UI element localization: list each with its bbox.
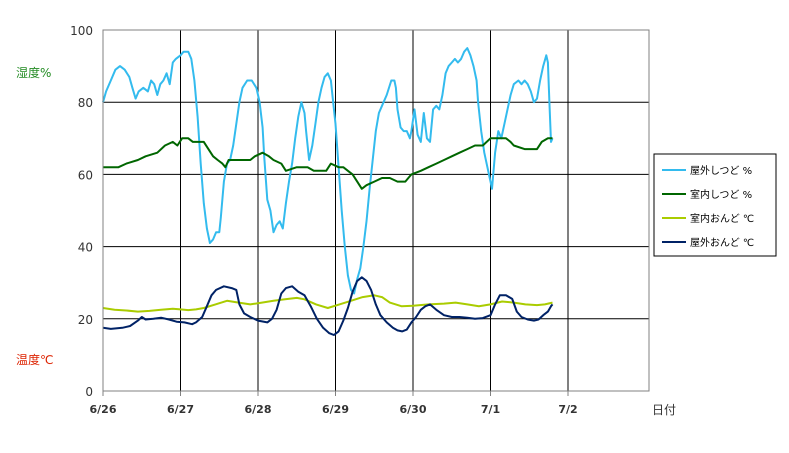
series-line-1 [102,47,554,295]
series-lines [102,47,554,336]
x-axis-label: 日付 [652,403,676,417]
plot-border [102,29,650,392]
y-tick-label: 80 [78,96,93,110]
x-tick-label: 7/1 [481,403,500,416]
x-tick-label: 6/29 [322,403,349,416]
temperature-axis-label: 温度℃ [16,352,53,367]
series-line-4 [102,276,554,336]
y-tick-label: 40 [78,241,93,255]
legend-entry: 屋外おんど ℃ [690,237,754,249]
series-line-2 [103,137,553,190]
legend: 屋外しつど % 室内しつど % 室内おんど ℃ 屋外おんど ℃ [653,153,777,257]
y-tick-label: 100 [70,24,93,38]
series-line-3 [102,294,553,313]
legend-entry: 室内おんど ℃ [690,212,754,225]
y-tick-label: 0 [85,385,93,399]
y-tick-label: 60 [78,168,93,182]
x-tick-label: 6/28 [245,403,272,416]
x-tick-labels: 6/26 6/27 6/28 6/29 6/30 7/1 7/2 [90,391,578,416]
y-tick-label: 20 [78,313,93,327]
x-tick-label: 7/2 [558,403,577,416]
y-tick-labels: 0 20 40 60 80 100 [70,24,93,399]
legend-entry: 屋外しつど % [690,165,752,177]
x-tick-label: 6/27 [167,403,194,416]
legend-entry: 室内しつど % [690,188,752,201]
x-tick-label: 6/26 [90,403,117,416]
grid [103,30,649,391]
x-tick-label: 6/30 [400,403,427,416]
humidity-axis-label: 湿度% [16,65,51,80]
